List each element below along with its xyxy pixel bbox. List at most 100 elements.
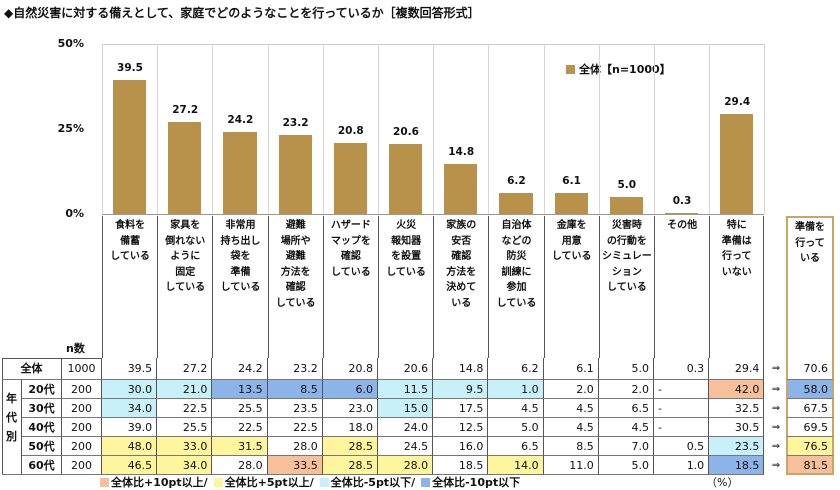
table-cell: 39.5	[102, 358, 158, 380]
bar-value-label: 27.2	[172, 103, 199, 116]
table-cell: -	[654, 418, 710, 437]
bar	[444, 163, 478, 214]
category-header: その他	[654, 216, 709, 358]
category-header: 非常用 持ち出し 袋を 準備 している	[212, 216, 267, 358]
n-cell: 1000	[62, 358, 102, 380]
table-cell: 9.5	[433, 380, 489, 399]
table-cell: 4.5	[543, 399, 599, 418]
n-cell: 200	[62, 456, 102, 475]
x-axis	[102, 214, 765, 215]
table-cell: 1.0	[488, 380, 544, 399]
row-label: 60代	[22, 456, 62, 475]
category-header: 家族の 安否 確認 方法を 決めて いる	[433, 216, 488, 358]
table-cell: 42.0	[709, 380, 765, 399]
table-cell: 23.5	[709, 437, 765, 456]
table-cell: 34.0	[102, 399, 158, 418]
bar-value-label: 6.2	[507, 174, 526, 187]
row-label: 30代	[22, 399, 62, 418]
table-cell: 6.1	[543, 358, 599, 380]
extra-cell: 67.5	[786, 399, 834, 418]
table-cell: 24.2	[212, 358, 268, 380]
y-tick: 50%	[57, 37, 84, 50]
table-cell: 22.5	[212, 418, 268, 437]
table-cell: 5.0	[488, 418, 544, 437]
gridline	[654, 44, 655, 214]
table-cell: 48.0	[102, 437, 158, 456]
chart-title: ◆自然災害に対する備えとして、家庭でどのようなことを行っているか［複数回答形式］	[4, 6, 480, 20]
bar-value-label: 39.5	[117, 61, 143, 74]
row-label: 20代	[22, 380, 62, 399]
category-header: 避難 場所や 避難 方法を 確認 している	[267, 216, 323, 358]
bar-value-label: 0.3	[672, 194, 692, 207]
category-header: ハザード マップを 確認 している	[322, 216, 378, 358]
table-cell: 6.2	[488, 358, 544, 380]
category-header: 食料を 備蓄 している	[102, 216, 157, 358]
arrow-icon: ⇒	[771, 363, 781, 374]
gridline	[267, 44, 269, 214]
bar-value-label: 5.0	[617, 179, 637, 191]
row-label: 40代	[22, 418, 62, 437]
table-cell: 23.2	[267, 358, 323, 380]
bar	[223, 131, 257, 214]
table-cell: 34.0	[157, 456, 213, 475]
table-cell: 13.5	[212, 380, 268, 399]
bar	[499, 192, 533, 214]
table-left-border	[2, 358, 3, 475]
table-cell: 0.5	[654, 437, 710, 456]
arrow-icon: ⇒	[771, 384, 781, 395]
table-cell: 29.4	[709, 358, 765, 380]
table-cell: 32.5	[709, 399, 765, 418]
table-cell: 20.8	[322, 358, 378, 380]
table-cell: 14.0	[488, 456, 544, 475]
n-cell: 200	[62, 437, 102, 456]
table-cell: 8.5	[543, 437, 599, 456]
table-cell: 18.5	[433, 456, 489, 475]
extra-cell: 81.5	[786, 456, 834, 475]
table-cell: 33.0	[157, 437, 213, 456]
table-cell: 12.5	[433, 418, 489, 437]
table-cell: 18.0	[322, 418, 378, 437]
bar	[168, 121, 202, 214]
chart-legend: 全体【n=1000】	[566, 61, 671, 77]
table-cell: 30.0	[102, 380, 158, 399]
category-header: 自治体 などの 防災 訓練に 参加 している	[488, 216, 543, 358]
table-cell: 27.2	[157, 358, 213, 380]
gridline	[157, 44, 159, 214]
table-cell: 24.5	[378, 437, 434, 456]
arrow-icon: ⇒	[771, 460, 781, 471]
gridline	[378, 44, 379, 214]
table-cell: -	[654, 399, 710, 418]
table-cell: 4.5	[488, 399, 544, 418]
bar	[333, 143, 367, 214]
bar	[389, 143, 423, 214]
table-cell: 33.5	[267, 456, 323, 475]
bar	[720, 114, 754, 214]
legend-label: 全体比+10pt以上/	[111, 476, 208, 489]
table-cell: 14.8	[433, 358, 489, 380]
row-label: 50代	[22, 437, 62, 456]
gridline	[543, 44, 545, 214]
row-label: 全体	[2, 358, 62, 380]
table-cell: 6.0	[322, 380, 378, 399]
bar	[554, 193, 588, 214]
table-cell: 17.5	[433, 399, 489, 418]
bar	[665, 212, 699, 214]
gridline	[598, 44, 600, 214]
color-legend: 全体比+10pt以上/全体比+5pt以上/全体比-5pt以下/全体比-10pt以…	[100, 474, 526, 490]
arrow-icon: ⇒	[771, 422, 781, 433]
table-cell: 39.0	[102, 418, 158, 437]
legend-swatch	[566, 64, 575, 74]
n-cell: 200	[62, 380, 102, 399]
table-cell: 22.5	[267, 418, 323, 437]
table-cell: 1.0	[654, 456, 710, 475]
arrow-icon: ⇒	[771, 441, 781, 452]
bar	[113, 79, 147, 214]
table-cell: 11.0	[543, 456, 599, 475]
gridline	[212, 44, 214, 214]
table-cell: 18.5	[709, 456, 765, 475]
table-cell: 15.0	[378, 399, 434, 418]
bar-value-label: 24.2	[227, 113, 254, 126]
legend-swatch	[213, 477, 223, 487]
table-cell: 0.3	[654, 358, 710, 380]
